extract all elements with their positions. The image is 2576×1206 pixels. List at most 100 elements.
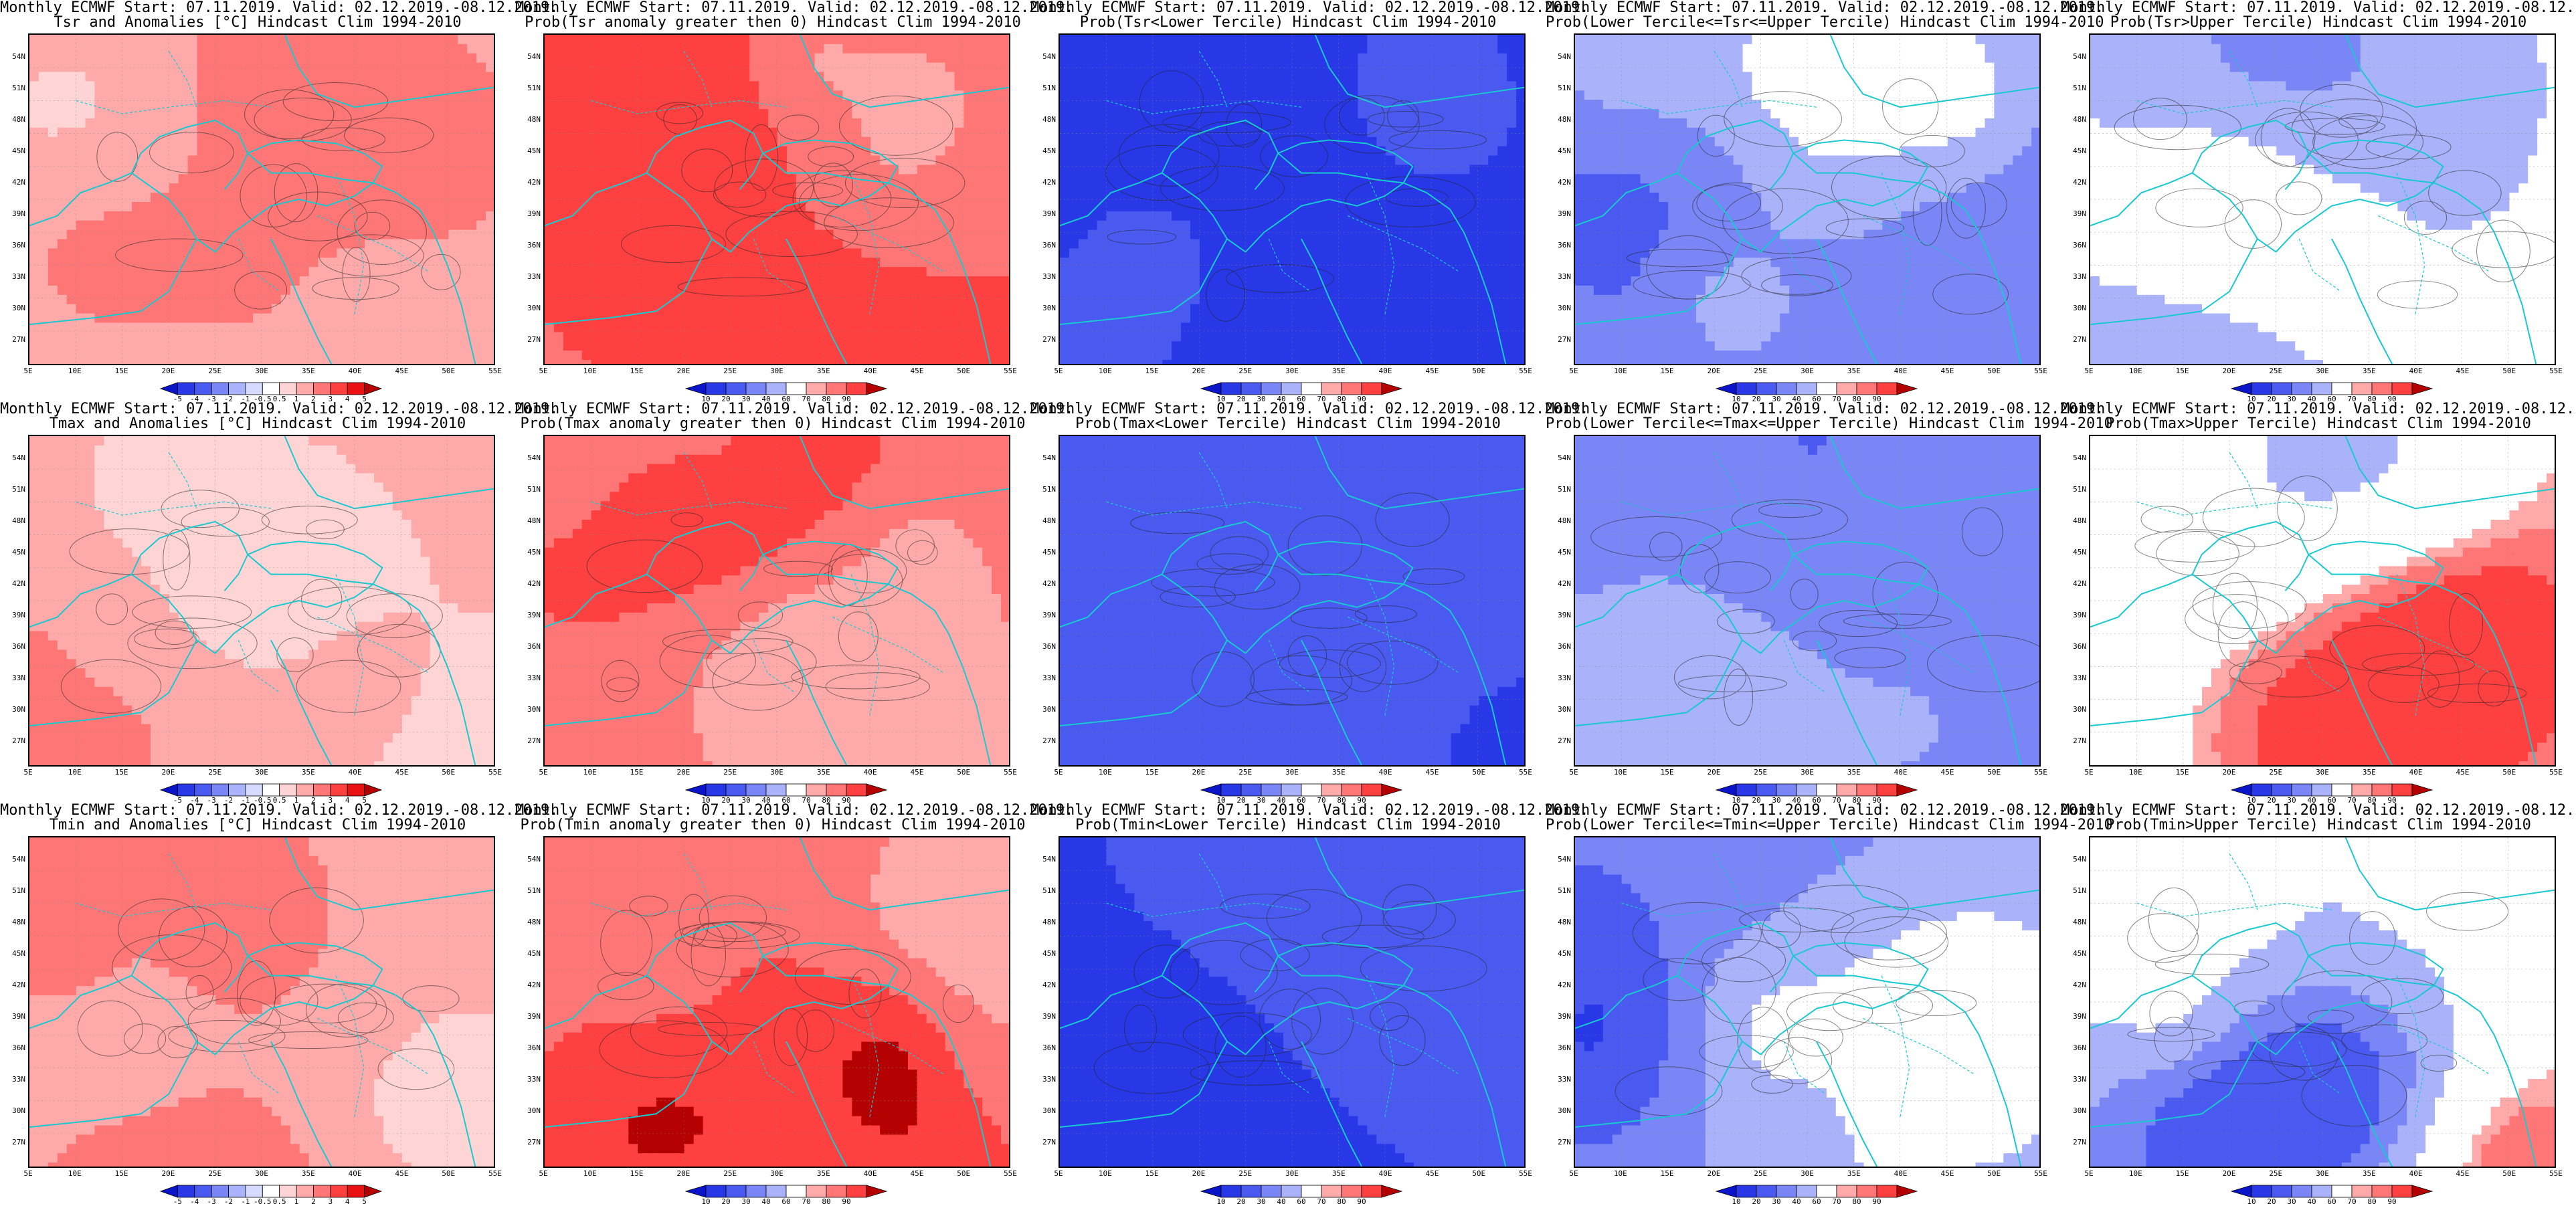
latitude-tick-label: 51N bbox=[519, 84, 541, 92]
latitude-tick-label: 45N bbox=[1550, 548, 1571, 557]
longitude-tick-label: 5E bbox=[1054, 1169, 1063, 1178]
colorbar-tick-label: 40 bbox=[761, 1197, 770, 1206]
longitude-tick-label: 55E bbox=[1004, 768, 1017, 777]
colorbar-tick-label: 10 bbox=[2247, 1197, 2256, 1206]
latitude-tick-label: 39N bbox=[4, 611, 25, 619]
longitude-tick-label: 20E bbox=[1192, 367, 1205, 375]
longitude-tick-label: 45E bbox=[1425, 367, 1439, 375]
longitude-tick-label: 25E bbox=[723, 367, 737, 375]
latitude-tick-label: 51N bbox=[519, 485, 541, 494]
latitude-tick-label: 42N bbox=[4, 981, 25, 989]
longitude-tick-label: 40E bbox=[1379, 1169, 1392, 1178]
panel-title-line2: Prob(Lower Tercile<=Tmin<=Upper Tercile)… bbox=[1546, 817, 2061, 833]
map-area bbox=[28, 435, 495, 767]
panel-title-line2: Prob(Lower Tercile<=Tsr<=Upper Tercile) … bbox=[1546, 15, 2061, 31]
latitude-tick-label: 42N bbox=[1550, 178, 1571, 187]
colorbar bbox=[1201, 1185, 1402, 1197]
map-area bbox=[543, 435, 1010, 767]
latitude-tick-label: 54N bbox=[1550, 855, 1571, 864]
latitude-tick-label: 39N bbox=[1550, 611, 1571, 619]
colorbar-tick-label: 10 bbox=[1216, 1197, 1225, 1206]
latitude-tick-label: 27N bbox=[519, 736, 541, 745]
longitude-tick-label: 50E bbox=[2502, 1169, 2516, 1178]
panel-title-line2: Prob(Tmax<Lower Tercile) Hindcast Clim 1… bbox=[1030, 416, 1546, 432]
colorbar bbox=[1716, 1185, 1917, 1197]
colorbar bbox=[2231, 383, 2432, 395]
latitude-tick-label: 42N bbox=[519, 579, 541, 588]
latitude-tick-label: 48N bbox=[1034, 516, 1056, 525]
latitude-tick-label: 36N bbox=[4, 1043, 25, 1052]
longitude-tick-label: 35E bbox=[302, 367, 315, 375]
colorbar-tick-label: 80 bbox=[1852, 1197, 1861, 1206]
longitude-tick-label: 25E bbox=[2269, 1169, 2282, 1178]
longitude-tick-label: 5E bbox=[1054, 768, 1063, 777]
latitude-tick-label: 42N bbox=[1034, 981, 1056, 989]
latitude-tick-label: 54N bbox=[2065, 855, 2086, 864]
longitude-tick-label: 15E bbox=[630, 1169, 644, 1178]
latitude-tick-label: 36N bbox=[1550, 241, 1571, 249]
colorbar-tick-label: 80 bbox=[1337, 1197, 1346, 1206]
longitude-tick-label: 55E bbox=[1519, 768, 1532, 777]
latitude-tick-label: 54N bbox=[2065, 454, 2086, 462]
map-panel-prob-tmin-middle-tercile: Monthly ECMWF Start: 07.11.2019. Valid: … bbox=[1546, 803, 2061, 1204]
longitude-tick-label: 30E bbox=[2316, 367, 2329, 375]
map-panel-prob-tmax-lower-tercile: Monthly ECMWF Start: 07.11.2019. Valid: … bbox=[1030, 401, 1546, 803]
colorbar-tick-label: 20 bbox=[721, 1197, 730, 1206]
colorbar-tick-label: 40 bbox=[2307, 1197, 2316, 1206]
latitude-tick-label: 48N bbox=[519, 115, 541, 124]
longitude-tick-label: 25E bbox=[1754, 367, 1767, 375]
longitude-tick-label: 35E bbox=[1847, 1169, 1861, 1178]
longitude-tick-label: 15E bbox=[1145, 768, 1159, 777]
longitude-tick-label: 55E bbox=[1519, 367, 1532, 375]
longitude-tick-label: 30E bbox=[1801, 1169, 1814, 1178]
longitude-tick-label: 40E bbox=[864, 768, 877, 777]
latitude-tick-label: 33N bbox=[1550, 1075, 1571, 1084]
longitude-tick-label: 40E bbox=[2409, 768, 2423, 777]
colorbar bbox=[686, 1185, 887, 1197]
latitude-tick-label: 30N bbox=[519, 1106, 541, 1115]
latitude-tick-label: 27N bbox=[1550, 736, 1571, 745]
longitude-tick-label: 55E bbox=[1004, 1169, 1017, 1178]
panel-title-line2: Prob(Tmax anomaly greater then 0) Hindca… bbox=[515, 416, 1030, 432]
latitude-tick-label: 27N bbox=[2065, 335, 2086, 344]
longitude-tick-label: 10E bbox=[1614, 1169, 1627, 1178]
colorbar bbox=[686, 383, 887, 395]
longitude-tick-label: 10E bbox=[68, 768, 82, 777]
longitude-tick-label: 35E bbox=[1332, 1169, 1346, 1178]
longitude-tick-label: 5E bbox=[2084, 768, 2093, 777]
latitude-tick-label: 51N bbox=[1034, 886, 1056, 895]
latitude-tick-label: 36N bbox=[519, 642, 541, 651]
longitude-tick-label: 45E bbox=[1425, 768, 1439, 777]
longitude-tick-label: 45E bbox=[1940, 1169, 1954, 1178]
longitude-tick-label: 30E bbox=[770, 367, 784, 375]
latitude-tick-label: 48N bbox=[2065, 516, 2086, 525]
longitude-tick-label: 5E bbox=[539, 768, 547, 777]
latitude-tick-label: 30N bbox=[4, 705, 25, 714]
longitude-tick-label: 20E bbox=[676, 367, 690, 375]
longitude-tick-label: 10E bbox=[2129, 1169, 2142, 1178]
latitude-tick-label: 45N bbox=[4, 949, 25, 958]
longitude-tick-label: 50E bbox=[2502, 768, 2516, 777]
latitude-tick-label: 39N bbox=[1550, 1012, 1571, 1021]
longitude-tick-label: 5E bbox=[539, 1169, 547, 1178]
latitude-tick-label: 54N bbox=[4, 52, 25, 61]
longitude-tick-label: 10E bbox=[68, 367, 82, 375]
longitude-tick-label: 25E bbox=[2269, 367, 2282, 375]
longitude-tick-label: 50E bbox=[442, 1169, 455, 1178]
longitude-tick-label: 40E bbox=[1894, 768, 1908, 777]
longitude-tick-label: 5E bbox=[1569, 367, 1578, 375]
longitude-tick-label: 40E bbox=[2409, 367, 2423, 375]
map-panel-tmax-anomalies: Monthly ECMWF Start: 07.11.2019. Valid: … bbox=[0, 401, 515, 803]
colorbar-tick-label: 10 bbox=[1732, 1197, 1740, 1206]
latitude-tick-label: 33N bbox=[1550, 674, 1571, 682]
longitude-tick-label: 50E bbox=[1987, 768, 2001, 777]
colorbar-tick-label: 40 bbox=[1277, 1197, 1285, 1206]
map-area bbox=[1059, 33, 1526, 365]
longitude-tick-label: 50E bbox=[442, 768, 455, 777]
colorbar-tick-label: 2 bbox=[311, 1197, 316, 1206]
longitude-tick-label: 5E bbox=[539, 367, 547, 375]
longitude-tick-label: 35E bbox=[1332, 768, 1346, 777]
latitude-tick-label: 33N bbox=[519, 674, 541, 682]
longitude-tick-label: 20E bbox=[2222, 367, 2235, 375]
longitude-tick-label: 45E bbox=[910, 768, 923, 777]
